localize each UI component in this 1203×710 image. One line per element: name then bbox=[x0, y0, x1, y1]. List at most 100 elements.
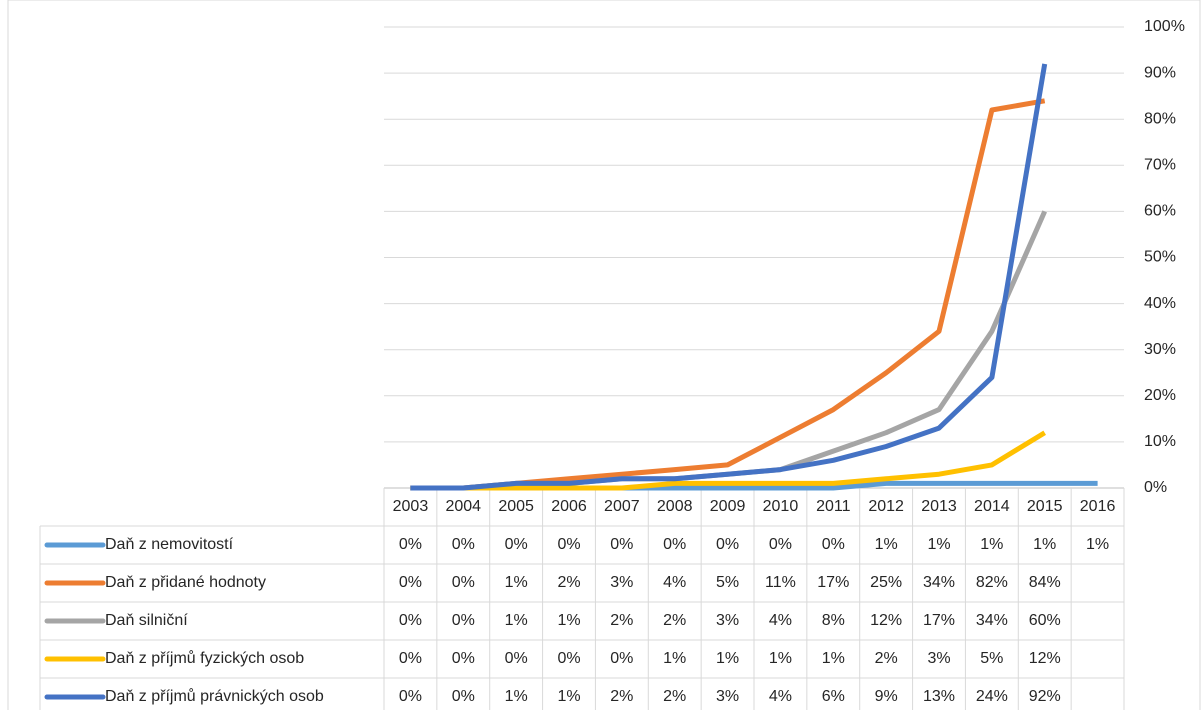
data-label: 12% bbox=[870, 612, 902, 629]
data-label: 4% bbox=[769, 688, 792, 705]
data-label: 17% bbox=[817, 574, 849, 591]
x-tick-label: 2004 bbox=[445, 498, 481, 515]
data-label: 0% bbox=[557, 650, 580, 667]
data-label: 11% bbox=[765, 574, 796, 591]
data-label: 0% bbox=[822, 536, 845, 553]
data-label: 0% bbox=[399, 612, 422, 629]
data-label: 2% bbox=[557, 574, 580, 591]
x-tick-label: 2009 bbox=[710, 498, 746, 515]
data-label: 0% bbox=[452, 536, 475, 553]
data-label: 3% bbox=[716, 688, 739, 705]
data-label: 84% bbox=[1029, 574, 1061, 591]
data-label: 4% bbox=[663, 574, 686, 591]
data-label: 0% bbox=[452, 612, 475, 629]
data-label: 0% bbox=[557, 536, 580, 553]
data-label: 3% bbox=[610, 574, 633, 591]
x-tick-label: 2010 bbox=[763, 498, 799, 515]
data-label: 0% bbox=[399, 650, 422, 667]
data-label: 92% bbox=[1029, 688, 1061, 705]
data-label: 1% bbox=[875, 536, 898, 553]
data-label: 1% bbox=[663, 650, 686, 667]
y-tick-label: 50% bbox=[1144, 249, 1176, 266]
data-label: 60% bbox=[1029, 612, 1061, 629]
data-label: 3% bbox=[927, 650, 950, 667]
data-label: 1% bbox=[557, 688, 580, 705]
y-tick-label: 30% bbox=[1144, 341, 1176, 358]
data-label: 25% bbox=[870, 574, 902, 591]
data-label: 0% bbox=[399, 536, 422, 553]
data-label: 1% bbox=[1033, 536, 1056, 553]
data-label: 1% bbox=[557, 612, 580, 629]
data-label: 8% bbox=[822, 612, 845, 629]
data-label: 0% bbox=[399, 688, 422, 705]
y-tick-label: 70% bbox=[1144, 157, 1176, 174]
data-label: 2% bbox=[610, 612, 633, 629]
y-tick-label: 100% bbox=[1144, 18, 1185, 35]
data-label: 1% bbox=[716, 650, 739, 667]
legend-label: Daň z přidané hodnoty bbox=[105, 574, 266, 591]
data-label: 0% bbox=[505, 650, 528, 667]
x-tick-label: 2012 bbox=[868, 498, 904, 515]
legend-label: Daň silniční bbox=[105, 612, 188, 629]
x-tick-label: 2014 bbox=[974, 498, 1010, 515]
data-label: 0% bbox=[505, 536, 528, 553]
y-tick-label: 40% bbox=[1144, 295, 1176, 312]
series-line bbox=[410, 63, 1048, 491]
x-tick-label: 2016 bbox=[1080, 498, 1116, 515]
data-label: 1% bbox=[1086, 536, 1109, 553]
data-label: 1% bbox=[980, 536, 1003, 553]
data-label: 1% bbox=[822, 650, 845, 667]
data-label: 2% bbox=[663, 688, 686, 705]
data-label: 1% bbox=[505, 688, 528, 705]
data-label: 0% bbox=[452, 688, 475, 705]
data-label: 0% bbox=[610, 650, 633, 667]
data-label: 1% bbox=[505, 612, 528, 629]
data-label: 0% bbox=[452, 574, 475, 591]
data-label: 0% bbox=[716, 536, 739, 553]
x-tick-label: 2013 bbox=[921, 498, 957, 515]
x-tick-label: 2011 bbox=[816, 498, 851, 515]
data-label: 12% bbox=[1029, 650, 1061, 667]
data-label: 0% bbox=[663, 536, 686, 553]
y-tick-label: 60% bbox=[1144, 203, 1176, 220]
data-label: 0% bbox=[769, 536, 792, 553]
data-label: 1% bbox=[769, 650, 792, 667]
y-tick-label: 90% bbox=[1144, 64, 1176, 81]
y-tick-label: 10% bbox=[1144, 433, 1176, 450]
y-tick-label: 0% bbox=[1144, 479, 1167, 496]
data-label: 5% bbox=[716, 574, 739, 591]
series-line bbox=[410, 430, 1047, 491]
data-label: 1% bbox=[505, 574, 528, 591]
legend-label: Daň z příjmů fyzických osob bbox=[105, 649, 304, 667]
data-label: 17% bbox=[923, 612, 955, 629]
data-label: 5% bbox=[980, 650, 1003, 667]
legend-label: Daň z nemovitostí bbox=[105, 536, 234, 553]
x-tick-label: 2006 bbox=[551, 498, 587, 515]
data-label: 9% bbox=[875, 688, 898, 705]
x-tick-label: 2005 bbox=[498, 498, 534, 515]
data-label: 1% bbox=[927, 536, 950, 553]
data-label: 34% bbox=[976, 612, 1008, 629]
data-label: 6% bbox=[822, 688, 845, 705]
y-tick-label: 20% bbox=[1144, 387, 1176, 404]
data-label: 82% bbox=[976, 574, 1008, 591]
data-label: 4% bbox=[769, 612, 792, 629]
x-tick-label: 2007 bbox=[604, 498, 640, 515]
data-label: 2% bbox=[875, 650, 898, 667]
x-tick-label: 2003 bbox=[393, 498, 429, 515]
chart-frame bbox=[7, 0, 1201, 710]
legend-label: Daň z příjmů právnických osob bbox=[105, 687, 324, 705]
x-tick-label: 2008 bbox=[657, 498, 693, 515]
x-tick-label: 2015 bbox=[1027, 498, 1063, 515]
data-label: 0% bbox=[610, 536, 633, 553]
data-label: 2% bbox=[663, 612, 686, 629]
data-label: 2% bbox=[610, 688, 633, 705]
data-label: 24% bbox=[976, 688, 1008, 705]
data-label: 0% bbox=[452, 650, 475, 667]
data-label: 0% bbox=[399, 574, 422, 591]
y-tick-label: 80% bbox=[1144, 110, 1176, 127]
data-label: 13% bbox=[923, 688, 955, 705]
data-label: 34% bbox=[923, 574, 955, 591]
data-label: 3% bbox=[716, 612, 739, 629]
